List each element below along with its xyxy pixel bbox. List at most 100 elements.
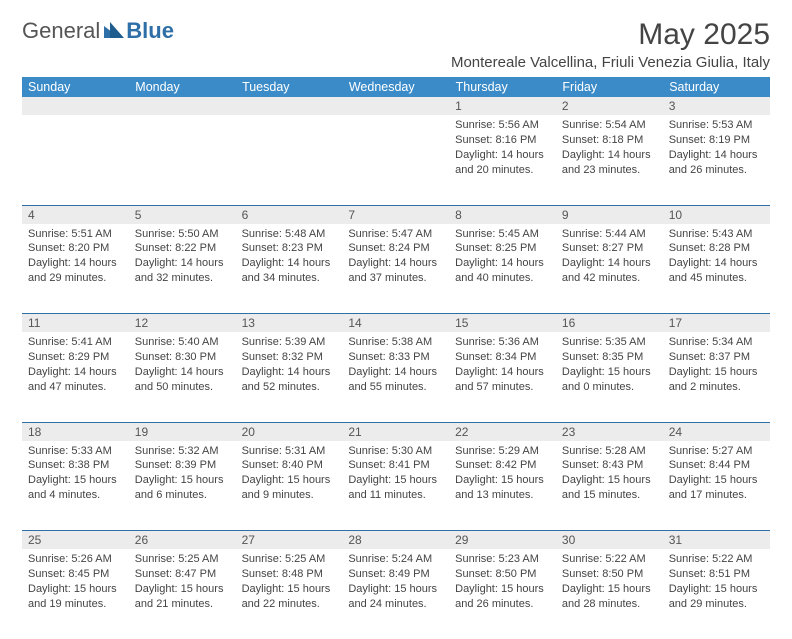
day-number: 29	[449, 531, 556, 549]
calendar-cell: Sunrise: 5:25 AMSunset: 8:48 PMDaylight:…	[236, 549, 343, 639]
day-header: Wednesday	[342, 77, 449, 97]
day-number: 20	[236, 423, 343, 441]
calendar-cell: Sunrise: 5:30 AMSunset: 8:41 PMDaylight:…	[342, 441, 449, 531]
day-details: Sunrise: 5:31 AMSunset: 8:40 PMDaylight:…	[236, 441, 343, 509]
calendar-cell	[342, 115, 449, 205]
day-number: 1	[449, 97, 556, 115]
day-details: Sunrise: 5:47 AMSunset: 8:24 PMDaylight:…	[342, 224, 449, 292]
page-header: General Blue May 2025 Montereale Valcell…	[22, 18, 770, 75]
day-number: 18	[22, 423, 129, 441]
day-number: 2	[556, 97, 663, 115]
week-body-row: Sunrise: 5:33 AMSunset: 8:38 PMDaylight:…	[22, 441, 770, 531]
week-body-row: Sunrise: 5:56 AMSunset: 8:16 PMDaylight:…	[22, 115, 770, 205]
day-number: 28	[342, 531, 449, 549]
day-details: Sunrise: 5:27 AMSunset: 8:44 PMDaylight:…	[663, 441, 770, 509]
day-details: Sunrise: 5:30 AMSunset: 8:41 PMDaylight:…	[342, 441, 449, 509]
day-header: Monday	[129, 77, 236, 97]
calendar-cell: Sunrise: 5:28 AMSunset: 8:43 PMDaylight:…	[556, 441, 663, 531]
day-number: 13	[236, 314, 343, 332]
calendar-cell: Sunrise: 5:33 AMSunset: 8:38 PMDaylight:…	[22, 441, 129, 531]
logo: General Blue	[22, 18, 174, 44]
month-title: May 2025	[451, 18, 770, 52]
day-number: 22	[449, 423, 556, 441]
day-number: 24	[663, 423, 770, 441]
day-details: Sunrise: 5:35 AMSunset: 8:35 PMDaylight:…	[556, 332, 663, 400]
day-details: Sunrise: 5:44 AMSunset: 8:27 PMDaylight:…	[556, 224, 663, 292]
day-details: Sunrise: 5:56 AMSunset: 8:16 PMDaylight:…	[449, 115, 556, 183]
day-header: Friday	[556, 77, 663, 97]
week-daynum-row: 123	[22, 97, 770, 115]
calendar-cell	[236, 115, 343, 205]
day-number: 21	[342, 423, 449, 441]
week-daynum-row: 45678910	[22, 206, 770, 224]
day-details: Sunrise: 5:24 AMSunset: 8:49 PMDaylight:…	[342, 549, 449, 617]
day-number: 25	[22, 531, 129, 549]
day-number: 3	[663, 97, 770, 115]
day-details: Sunrise: 5:25 AMSunset: 8:48 PMDaylight:…	[236, 549, 343, 617]
day-number: 9	[556, 206, 663, 224]
day-details: Sunrise: 5:36 AMSunset: 8:34 PMDaylight:…	[449, 332, 556, 400]
logo-triangle-icon	[104, 18, 124, 44]
day-number	[129, 97, 236, 115]
day-header: Saturday	[663, 77, 770, 97]
calendar-cell: Sunrise: 5:23 AMSunset: 8:50 PMDaylight:…	[449, 549, 556, 639]
day-details: Sunrise: 5:48 AMSunset: 8:23 PMDaylight:…	[236, 224, 343, 292]
day-details: Sunrise: 5:39 AMSunset: 8:32 PMDaylight:…	[236, 332, 343, 400]
day-details: Sunrise: 5:54 AMSunset: 8:18 PMDaylight:…	[556, 115, 663, 183]
calendar-cell: Sunrise: 5:22 AMSunset: 8:51 PMDaylight:…	[663, 549, 770, 639]
calendar-cell: Sunrise: 5:34 AMSunset: 8:37 PMDaylight:…	[663, 332, 770, 422]
day-number	[22, 97, 129, 115]
week-body-row: Sunrise: 5:41 AMSunset: 8:29 PMDaylight:…	[22, 332, 770, 422]
day-details: Sunrise: 5:22 AMSunset: 8:51 PMDaylight:…	[663, 549, 770, 617]
day-details: Sunrise: 5:41 AMSunset: 8:29 PMDaylight:…	[22, 332, 129, 400]
day-number: 23	[556, 423, 663, 441]
day-details: Sunrise: 5:38 AMSunset: 8:33 PMDaylight:…	[342, 332, 449, 400]
day-header-row: Sunday Monday Tuesday Wednesday Thursday…	[22, 77, 770, 97]
day-number: 26	[129, 531, 236, 549]
calendar-cell: Sunrise: 5:56 AMSunset: 8:16 PMDaylight:…	[449, 115, 556, 205]
logo-text-general: General	[22, 18, 100, 44]
title-block: May 2025 Montereale Valcellina, Friuli V…	[451, 18, 770, 75]
day-number: 19	[129, 423, 236, 441]
day-details: Sunrise: 5:45 AMSunset: 8:25 PMDaylight:…	[449, 224, 556, 292]
calendar-table: Sunday Monday Tuesday Wednesday Thursday…	[22, 77, 770, 639]
day-number: 27	[236, 531, 343, 549]
calendar-cell: Sunrise: 5:31 AMSunset: 8:40 PMDaylight:…	[236, 441, 343, 531]
day-header: Thursday	[449, 77, 556, 97]
calendar-cell: Sunrise: 5:50 AMSunset: 8:22 PMDaylight:…	[129, 224, 236, 314]
logo-text-blue: Blue	[126, 18, 174, 44]
day-header: Tuesday	[236, 77, 343, 97]
calendar-cell	[22, 115, 129, 205]
day-number	[236, 97, 343, 115]
calendar-cell: Sunrise: 5:53 AMSunset: 8:19 PMDaylight:…	[663, 115, 770, 205]
day-details: Sunrise: 5:50 AMSunset: 8:22 PMDaylight:…	[129, 224, 236, 292]
day-number: 16	[556, 314, 663, 332]
calendar-cell: Sunrise: 5:47 AMSunset: 8:24 PMDaylight:…	[342, 224, 449, 314]
day-number: 5	[129, 206, 236, 224]
calendar-cell: Sunrise: 5:40 AMSunset: 8:30 PMDaylight:…	[129, 332, 236, 422]
calendar-cell: Sunrise: 5:22 AMSunset: 8:50 PMDaylight:…	[556, 549, 663, 639]
calendar-cell: Sunrise: 5:43 AMSunset: 8:28 PMDaylight:…	[663, 224, 770, 314]
day-details: Sunrise: 5:33 AMSunset: 8:38 PMDaylight:…	[22, 441, 129, 509]
day-details: Sunrise: 5:26 AMSunset: 8:45 PMDaylight:…	[22, 549, 129, 617]
calendar-cell: Sunrise: 5:26 AMSunset: 8:45 PMDaylight:…	[22, 549, 129, 639]
calendar-cell: Sunrise: 5:41 AMSunset: 8:29 PMDaylight:…	[22, 332, 129, 422]
location-label: Montereale Valcellina, Friuli Venezia Gi…	[451, 54, 770, 71]
day-details: Sunrise: 5:34 AMSunset: 8:37 PMDaylight:…	[663, 332, 770, 400]
day-number: 12	[129, 314, 236, 332]
week-daynum-row: 25262728293031	[22, 531, 770, 549]
day-number: 4	[22, 206, 129, 224]
week-daynum-row: 18192021222324	[22, 423, 770, 441]
day-number	[342, 97, 449, 115]
calendar-cell: Sunrise: 5:39 AMSunset: 8:32 PMDaylight:…	[236, 332, 343, 422]
week-daynum-row: 11121314151617	[22, 314, 770, 332]
day-details: Sunrise: 5:28 AMSunset: 8:43 PMDaylight:…	[556, 441, 663, 509]
day-number: 30	[556, 531, 663, 549]
day-number: 7	[342, 206, 449, 224]
day-details: Sunrise: 5:43 AMSunset: 8:28 PMDaylight:…	[663, 224, 770, 292]
day-header: Sunday	[22, 77, 129, 97]
calendar-cell: Sunrise: 5:25 AMSunset: 8:47 PMDaylight:…	[129, 549, 236, 639]
day-details: Sunrise: 5:53 AMSunset: 8:19 PMDaylight:…	[663, 115, 770, 183]
day-number: 11	[22, 314, 129, 332]
day-details: Sunrise: 5:40 AMSunset: 8:30 PMDaylight:…	[129, 332, 236, 400]
